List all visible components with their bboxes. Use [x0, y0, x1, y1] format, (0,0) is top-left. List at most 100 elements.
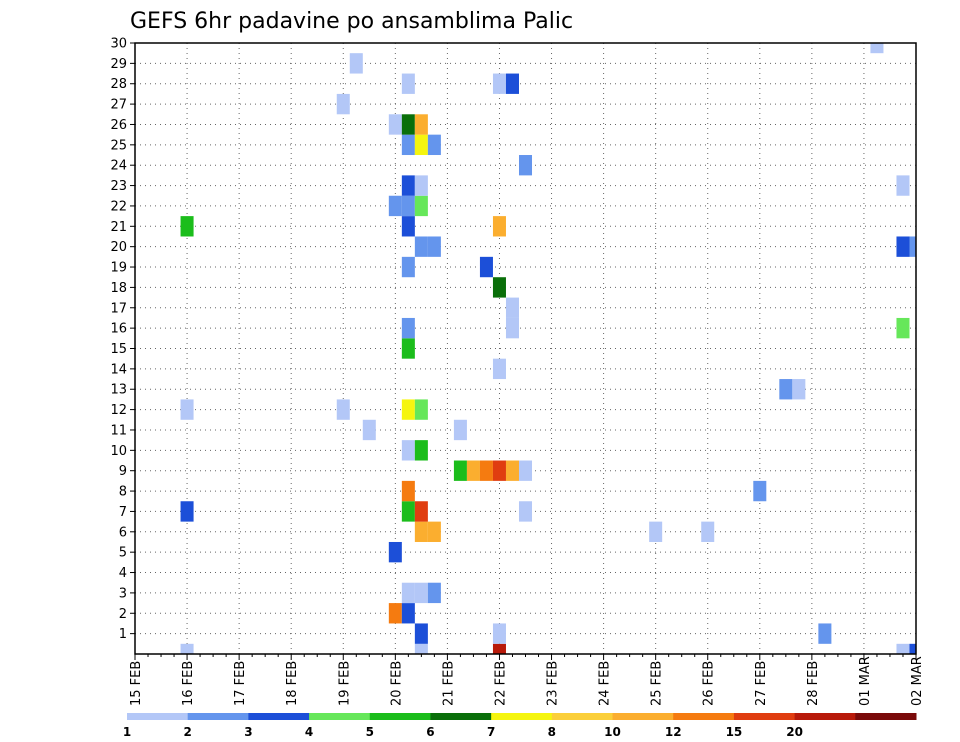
colorbar-swatch [187, 713, 249, 720]
y-tick-label: 16 [110, 322, 127, 337]
y-tick-label: 12 [110, 403, 127, 418]
y-tick-label: 11 [110, 423, 127, 438]
precip-cell [401, 501, 415, 522]
precip-cell [453, 419, 467, 441]
precip-cell [401, 114, 415, 135]
precip-cell [479, 460, 493, 481]
precip-cell [414, 623, 428, 644]
x-tick-label: 18 FEB [285, 661, 300, 706]
precip-cell [466, 460, 480, 481]
precip-cell [401, 216, 415, 237]
y-tick-label: 13 [110, 383, 127, 398]
x-tick-label: 15 FEB [129, 661, 144, 706]
precip-cell [518, 155, 533, 176]
chart-title: GEFS 6hr padavine po ansamblima Palic [130, 9, 573, 34]
x-tick-label: 19 FEB [337, 661, 352, 706]
y-tick-label: 29 [110, 57, 127, 72]
precip-cell [492, 277, 506, 298]
colorbar-swatch [794, 713, 856, 720]
colorbar-swatch [127, 713, 189, 720]
precip-cell [180, 399, 194, 420]
precip-cell [896, 643, 910, 654]
precip-cell [401, 338, 415, 359]
y-tick-label: 14 [110, 362, 127, 377]
y-tick-label: 19 [110, 261, 127, 276]
y-tick-label: 10 [110, 444, 127, 459]
precip-cell [453, 460, 467, 481]
x-tick-label: 23 FEB [546, 661, 561, 706]
precip-cell [362, 419, 376, 441]
x-tick-label: 21 FEB [441, 661, 456, 706]
colorbar-swatch [430, 713, 492, 720]
precip-cell [896, 236, 910, 257]
grid-lines [134, 42, 917, 654]
y-tick-label: 23 [110, 179, 127, 194]
y-tick-label: 17 [110, 301, 127, 316]
precip-cell [492, 73, 506, 94]
precip-cell [414, 440, 428, 461]
x-tick-label: 16 FEB [181, 661, 196, 706]
y-tick-label: 3 [119, 586, 127, 601]
precip-cell [401, 582, 415, 604]
y-tick-label: 20 [110, 240, 127, 255]
y-tick-label: 26 [110, 118, 127, 133]
y-tick-label: 6 [119, 525, 127, 540]
precip-cell [701, 521, 715, 542]
x-tick-label: 02 MAR [910, 656, 925, 706]
precip-cell [388, 114, 402, 135]
x-tick-label: 01 MAR [858, 656, 873, 706]
y-tick-label: 8 [119, 485, 127, 500]
precip-cell [492, 623, 506, 644]
colorbar-swatch [673, 713, 735, 720]
precip-cell [505, 460, 519, 481]
y-axis-ticks: 1234567891011121314151617181920212223242… [110, 37, 135, 642]
precip-cell [518, 460, 533, 481]
precip-cell [414, 582, 428, 604]
precip-cell [896, 175, 910, 196]
x-tick-label: 24 FEB [598, 661, 613, 706]
precip-cell [349, 53, 363, 74]
precip-cell [818, 623, 832, 644]
precip-cell [401, 440, 415, 461]
y-tick-label: 2 [119, 607, 127, 622]
x-axis-ticks: 15 FEB 16 FEB 17 FEB 18 FEB 19 FEB 20 FEB 21 F… [129, 654, 925, 706]
precip-cell [180, 216, 194, 237]
colorbar-swatch [733, 713, 796, 720]
precip-cell [427, 582, 441, 604]
y-tick-label: 5 [119, 546, 127, 561]
precip-cell [414, 195, 428, 217]
colorbar-label: 4 [305, 725, 313, 739]
y-tick-label: 18 [110, 281, 127, 296]
x-tick-label: 28 FEB [806, 661, 821, 706]
y-tick-label: 30 [110, 37, 127, 52]
precip-cell [492, 460, 506, 481]
colorbar-label: 8 [548, 725, 556, 739]
precip-cell [414, 134, 428, 156]
precip-cell [336, 399, 350, 420]
precip-cell [180, 501, 194, 522]
precip-cell [401, 399, 415, 420]
precip-cell [388, 603, 402, 624]
colorbar-swatch [551, 713, 614, 720]
colorbar-swatch [248, 713, 310, 720]
y-tick-label: 7 [119, 505, 127, 520]
colorbar-label: 2 [184, 725, 192, 739]
x-tick-label: 20 FEB [389, 661, 404, 706]
precip-cell [492, 216, 506, 237]
colorbar-label: 10 [604, 725, 621, 739]
ensemble-cells [180, 43, 916, 654]
y-tick-label: 4 [119, 566, 127, 581]
precip-cell [909, 643, 916, 654]
precip-cell [401, 134, 415, 156]
y-tick-label: 24 [110, 159, 127, 174]
precip-cell [414, 175, 428, 196]
precip-cell [401, 175, 415, 196]
x-tick-label: 26 FEB [702, 661, 717, 706]
colorbar-label: 6 [426, 725, 434, 739]
precip-cell [505, 297, 519, 318]
precip-cell [414, 236, 428, 257]
precip-cell [401, 317, 415, 339]
y-tick-label: 25 [110, 138, 127, 153]
colorbar-label: 7 [487, 725, 495, 739]
